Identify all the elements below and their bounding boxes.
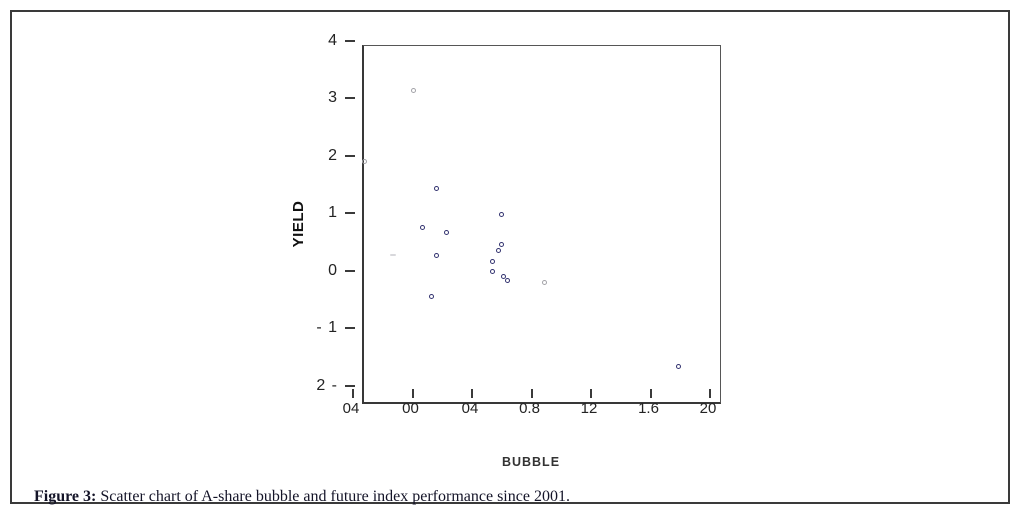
- y-tick-label: 3: [328, 89, 338, 107]
- y-axis-tick: [345, 327, 355, 330]
- data-point: [490, 259, 496, 265]
- faint-artifact-mark: [390, 254, 397, 257]
- y-axis-title: YIELD: [290, 200, 307, 248]
- data-point: [411, 88, 417, 94]
- x-tick-label: 0.8: [519, 400, 540, 417]
- x-axis-tick: [471, 389, 473, 398]
- x-axis-tick: [590, 389, 592, 398]
- data-point: [444, 230, 450, 236]
- data-point: [490, 268, 496, 274]
- data-point: [433, 253, 439, 259]
- x-tick-label: 04: [342, 400, 360, 417]
- data-point: [542, 279, 548, 285]
- x-tick-label: 04: [461, 400, 479, 417]
- y-tick-label: 2 -: [316, 376, 338, 394]
- y-axis-tick: [345, 212, 355, 215]
- figure-caption-text: Scatter chart of A-share bubble and futu…: [96, 488, 570, 505]
- y-tick-label: 1: [328, 204, 338, 222]
- plot-area: [362, 45, 721, 404]
- x-tick-label: 1.6: [638, 400, 659, 417]
- y-tick-label: 2: [328, 146, 338, 164]
- x-axis-tick: [649, 389, 652, 398]
- x-tick-label: 20: [699, 400, 717, 417]
- y-tick-label: 0: [328, 261, 338, 279]
- x-tick-label: 00: [402, 400, 419, 417]
- data-point: [500, 273, 506, 279]
- x-axis-tick: [530, 389, 533, 398]
- data-point: [505, 278, 511, 284]
- y-tick-label: 4: [328, 31, 338, 49]
- data-point: [420, 224, 426, 230]
- figure-caption: Figure 3: Scatter chart of A-share bubbl…: [34, 488, 974, 506]
- y-axis-tick: [345, 154, 355, 157]
- x-axis-tick: [411, 389, 414, 398]
- figure-caption-label: Figure 3:: [34, 488, 97, 505]
- data-point: [433, 186, 439, 192]
- x-axis-tick: [352, 389, 354, 398]
- y-axis-tick: [345, 97, 355, 100]
- data-point: [496, 247, 502, 253]
- data-point: [362, 158, 368, 164]
- y-tick-label: - 1: [316, 319, 338, 337]
- y-axis-tick: [345, 39, 355, 42]
- x-tick-label: 12: [580, 400, 598, 417]
- data-point: [499, 242, 505, 248]
- x-axis-title: BUBBLE: [501, 455, 561, 469]
- data-point: [499, 211, 505, 217]
- data-point: [676, 364, 682, 370]
- y-axis-tick: [345, 384, 355, 387]
- y-axis-tick: [345, 269, 355, 272]
- x-axis-tick: [709, 389, 711, 398]
